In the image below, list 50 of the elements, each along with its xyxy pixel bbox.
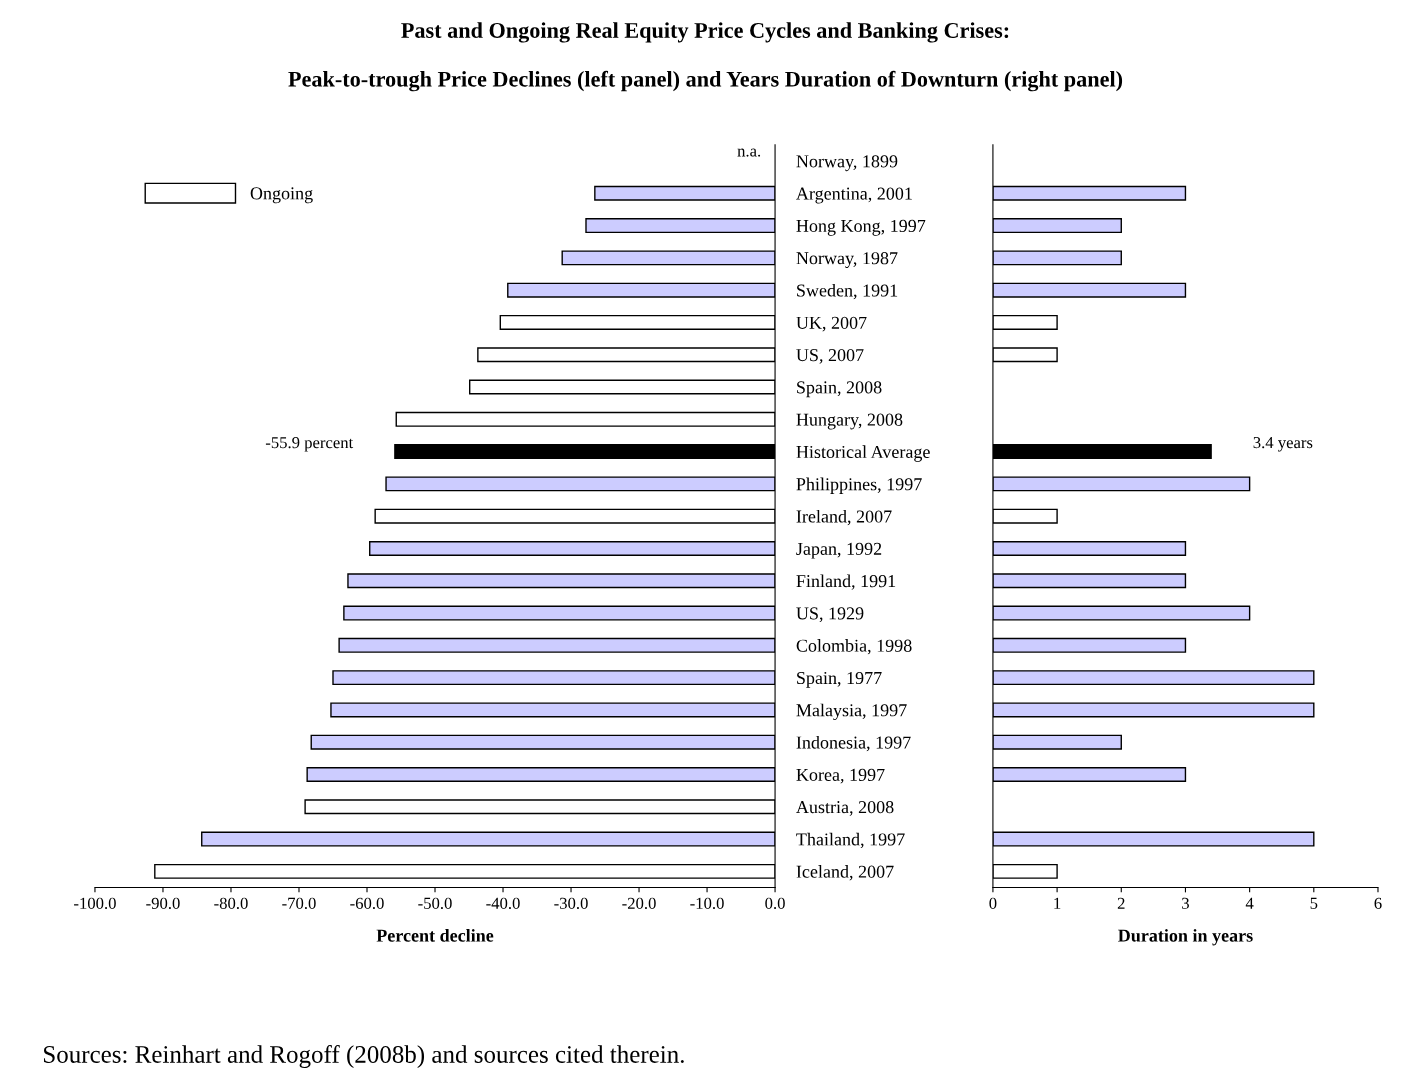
y-tick-label: Austria, 2008 — [796, 801, 894, 816]
x-tick-label: -10.0 — [690, 897, 724, 910]
annotation: n.a. — [737, 148, 761, 157]
y-tick-label: Indonesia, 1997 — [796, 735, 911, 752]
y-tick-label: UK, 2007 — [796, 316, 867, 332]
x-tick-label: -40.0 — [486, 897, 520, 910]
x-axis-title: Duration in years — [1118, 929, 1253, 946]
annotation: -55.9 percent — [265, 437, 354, 452]
y-tick-label: Ireland, 2007 — [796, 509, 892, 526]
y-tick-label: US, 2007 — [796, 348, 864, 364]
x-tick-label: -100.0 — [74, 897, 116, 910]
x-tick-label: 0.0 — [765, 897, 785, 910]
y-tick-label: Colombia, 1998 — [796, 639, 912, 655]
y-tick-label: Historical Average — [796, 445, 930, 462]
y-tick-label: Malaysia, 1997 — [796, 703, 907, 721]
x-tick-label: 0 — [989, 897, 997, 909]
y-tick-label: Hungary, 2008 — [796, 413, 903, 430]
y-tick-label: Hong Kong, 1997 — [796, 219, 926, 236]
x-tick-label: -60.0 — [350, 897, 384, 910]
x-tick-label: -80.0 — [214, 897, 248, 910]
y-tick-label: Norway, 1899 — [796, 155, 898, 172]
y-tick-label: Sweden, 1991 — [797, 283, 898, 300]
x-tick-label: -90.0 — [146, 897, 180, 910]
y-tick-label: Norway, 1987 — [796, 252, 898, 268]
source-note: Sources: Reinhart and Rogoff (2008b) and sources cited therein. — [44, 1045, 684, 1069]
y-tick-label: Japan, 1992 — [796, 542, 882, 559]
chart-title: Past and Ongoing Real Equity Price Cycles and Banking Crises: — [401, 22, 1009, 43]
x-tick-label: -70.0 — [282, 897, 316, 910]
y-tick-label: Spain, 1977 — [797, 671, 882, 688]
x-tick-label: 1 — [1054, 897, 1061, 909]
legend-label: Ongoing — [250, 187, 313, 204]
x-tick-label: -20.0 — [622, 897, 656, 910]
y-tick-label: Thailand, 1997 — [796, 832, 905, 849]
x-tick-label: 6 — [1374, 897, 1382, 909]
annotation: 3.4 years — [1253, 436, 1313, 452]
y-tick-label: Argentina, 2001 — [796, 187, 912, 204]
y-tick-label: Philippines, 1997 — [796, 477, 922, 494]
chart-subtitle: Peak-to-trough Price Declines (left panel) and Years Duration of Downturn (right panel) — [288, 70, 1123, 92]
y-tick-label: US, 1929 — [796, 607, 864, 623]
x-tick-label: -50.0 — [418, 897, 452, 910]
x-tick-label: 4 — [1245, 897, 1254, 909]
y-tick-label: Iceland, 2007 — [796, 865, 894, 881]
y-tick-label: Finland, 1991 — [796, 574, 896, 590]
x-axis-title: Percent decline — [376, 929, 494, 942]
x-tick-label: 3 — [1182, 897, 1189, 909]
y-tick-label: Spain, 2008 — [797, 381, 882, 398]
x-tick-label: 5 — [1310, 897, 1318, 909]
y-tick-label: Korea, 1997 — [796, 768, 885, 784]
x-tick-label: -30.0 — [554, 897, 588, 910]
x-tick-label: 2 — [1117, 897, 1125, 909]
